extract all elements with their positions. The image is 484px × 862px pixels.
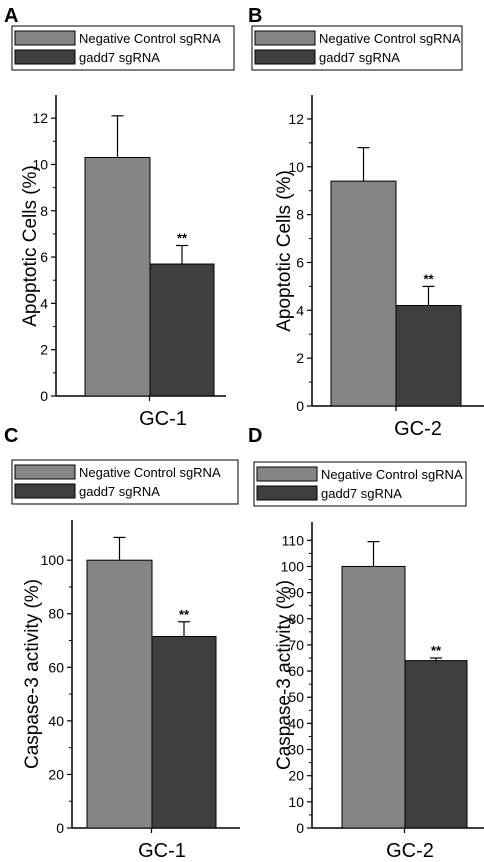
y-tick-label: 10 [288, 794, 304, 810]
legend-label-gadd7: gadd7 sgRNA [79, 50, 160, 65]
bar-control [341, 565, 406, 829]
y-tick-label: 2 [296, 350, 304, 366]
y-tick-label: 30 [288, 742, 304, 758]
significance-label: ** [177, 231, 188, 246]
y-tick-label: 40 [48, 713, 64, 729]
panel-letter: C [4, 425, 18, 447]
y-tick-label: 20 [288, 768, 304, 784]
bar-control [330, 180, 397, 407]
y-tick-label: 4 [40, 295, 48, 311]
y-axis-title: Apoptotic Cells (%) [20, 165, 41, 327]
x-category-label: GC-2 [394, 418, 442, 440]
y-tick-label: 12 [288, 111, 304, 127]
legend-swatch-control [14, 30, 76, 46]
significance-label: ** [179, 607, 190, 622]
y-axis-title: Caspase-3 activity (%) [274, 580, 295, 770]
significance-label: ** [431, 643, 442, 658]
legend-swatch-control [256, 466, 318, 482]
y-tick-label: 2 [40, 342, 48, 358]
y-tick-label: 100 [41, 552, 65, 568]
y-tick-label: 4 [296, 302, 304, 318]
legend-label-gadd7: gadd7 sgRNA [319, 50, 400, 65]
legend-swatch-gadd7 [14, 49, 76, 65]
y-axis-title: Apoptotic Cells (%) [274, 170, 295, 332]
y-tick-label: 10 [288, 159, 304, 175]
panel-letter: D [248, 425, 262, 447]
panel-letter: B [248, 5, 262, 27]
legend-label-control: Negative Control sgRNA [321, 467, 463, 482]
y-tick-label: 6 [40, 249, 48, 265]
y-tick-label: 80 [288, 611, 304, 627]
y-tick-label: 6 [296, 254, 304, 270]
legend-label-control: Negative Control sgRNA [79, 31, 221, 46]
legend-label-gadd7: gadd7 sgRNA [79, 484, 160, 499]
legend-label-control: Negative Control sgRNA [319, 31, 461, 46]
x-category-label: GC-1 [139, 408, 187, 430]
legend-label-control: Negative Control sgRNA [79, 465, 221, 480]
y-tick-label: 50 [288, 689, 304, 705]
y-tick-label: 80 [48, 606, 64, 622]
chart-panel-b: B Negative Control sgRNA gadd7 sgRNA 0 2 4 6 8 1… [248, 5, 484, 440]
y-tick-label: 60 [288, 663, 304, 679]
y-tick-label: 0 [56, 820, 64, 836]
legend-swatch-control [14, 464, 76, 480]
bar-gadd7 [151, 636, 217, 829]
legend-swatch-gadd7 [14, 483, 76, 499]
x-category-label: GC-2 [386, 840, 434, 862]
x-category-label: GC-1 [138, 840, 186, 862]
y-tick-label: 0 [296, 398, 304, 414]
bar-gadd7 [149, 263, 215, 397]
y-tick-label: 20 [48, 766, 64, 782]
y-tick-label: 8 [296, 207, 304, 223]
y-tick-label: 90 [288, 585, 304, 601]
bar-control [86, 559, 153, 829]
bar-gadd7 [395, 305, 462, 407]
y-tick-label: 12 [32, 110, 48, 126]
chart-panel-c: C Negative Control sgRNA gadd7 sgRNA 0 20 40 6… [4, 425, 240, 862]
y-tick-label: 40 [288, 715, 304, 731]
y-tick-label: 8 [40, 203, 48, 219]
legend-swatch-control [254, 30, 316, 46]
significance-label: ** [423, 271, 434, 286]
y-tick-label: 0 [296, 820, 304, 836]
y-tick-label: 100 [281, 558, 305, 574]
chart-panel-d: D Negative Control sgRNA gadd7 sgRNA 0 10 20 3… [248, 425, 484, 862]
y-tick-label: 60 [48, 659, 64, 675]
y-tick-label: 10 [32, 156, 48, 172]
bar-gadd7 [404, 660, 468, 829]
y-tick-label: 110 [282, 532, 305, 548]
legend-swatch-gadd7 [254, 49, 316, 65]
y-axis-title: Caspase-3 activity (%) [22, 579, 43, 769]
panel-letter: A [4, 5, 18, 27]
legend-label-gadd7: gadd7 sgRNA [321, 486, 402, 501]
legend-swatch-gadd7 [256, 485, 318, 501]
y-tick-label: 70 [288, 637, 304, 653]
chart-panel-a: A Negative Control sgRNA gadd7 sgRNA 0 2 4 6 8 1… [4, 5, 235, 430]
y-tick-label: 0 [40, 388, 48, 404]
bar-control [84, 157, 151, 397]
